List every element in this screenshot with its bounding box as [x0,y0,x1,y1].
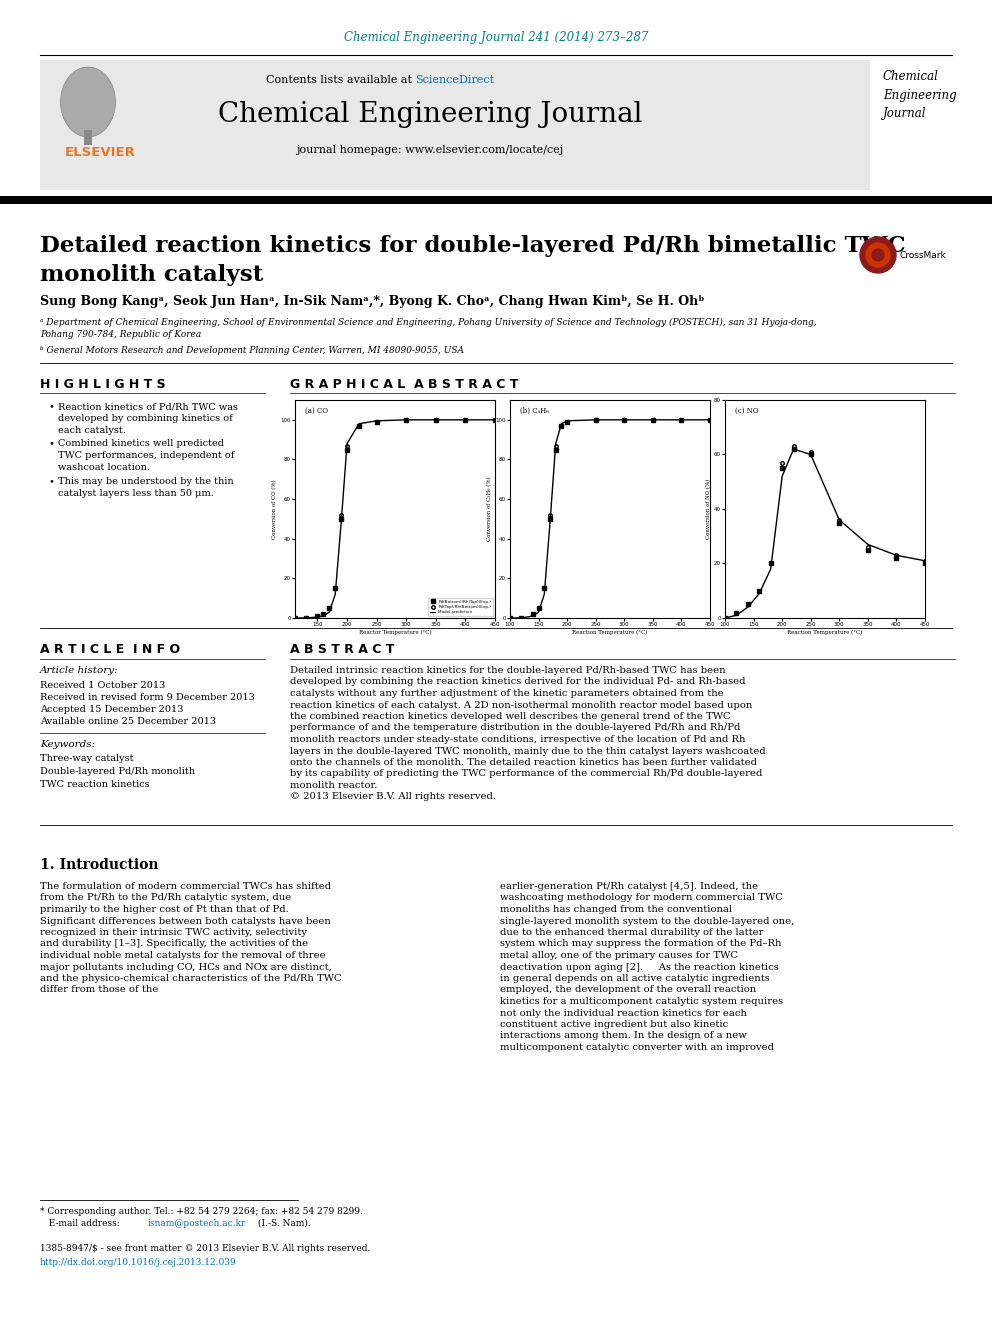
Bar [0,196,992,204]
Circle shape [860,237,896,273]
Text: Received 1 October 2013: Received 1 October 2013 [40,681,166,691]
Legend: Pd(Bottom)/Rh(Top)(Exp.), Pd(Top)/Rh(Bottom)(Exp.), Model prediction: Pd(Bottom)/Rh(Top)(Exp.), Pd(Top)/Rh(Bot… [429,598,493,617]
Text: journal homepage: www.elsevier.com/locate/cej: journal homepage: www.elsevier.com/locat… [297,146,563,155]
Text: in general depends on all active catalytic ingredients: in general depends on all active catalyt… [500,974,770,983]
Text: Detailed intrinsic reaction kinetics for the double-layered Pd/Rh-based TWC has : Detailed intrinsic reaction kinetics for… [290,665,725,675]
Circle shape [872,249,884,261]
Text: individual noble metal catalysts for the removal of three: individual noble metal catalysts for the… [40,951,325,960]
Text: Double-layered Pd/Rh monolith: Double-layered Pd/Rh monolith [40,767,195,777]
Text: and durability [1–3]. Specifically, the activities of the: and durability [1–3]. Specifically, the … [40,939,309,949]
Text: the combined reaction kinetics developed well describes the general trend of the: the combined reaction kinetics developed… [290,712,731,721]
Ellipse shape [61,67,115,138]
Text: from the Pt/Rh to the Pd/Rh catalytic system, due: from the Pt/Rh to the Pd/Rh catalytic sy… [40,893,292,902]
Text: Sung Bong Kangᵃ, Seok Jun Hanᵃ, In-Sik Namᵃ,*, Byong K. Choᵃ, Chang Hwan Kimᵇ, S: Sung Bong Kangᵃ, Seok Jun Hanᵃ, In-Sik N… [40,295,704,308]
Text: Article history:: Article history: [40,665,119,675]
Text: Chemical Engineering Journal: Chemical Engineering Journal [218,102,642,128]
Text: (b) C₃H₆: (b) C₃H₆ [520,406,549,414]
Y-axis label: Conversion of C₃H₆ (%): Conversion of C₃H₆ (%) [487,476,493,541]
Text: Keywords:: Keywords: [40,740,95,749]
Y-axis label: Conversion of NO (%): Conversion of NO (%) [706,479,711,540]
Text: Accepted 15 December 2013: Accepted 15 December 2013 [40,705,184,714]
X-axis label: Reaction Temperature (°C): Reaction Temperature (°C) [572,630,648,635]
Text: single-layered monolith system to the double-layered one,: single-layered monolith system to the do… [500,917,795,926]
Text: interactions among them. In the design of a new: interactions among them. In the design o… [500,1032,747,1040]
Text: ELSEVIER: ELSEVIER [65,146,136,159]
Text: differ from those of the: differ from those of the [40,986,159,995]
Text: recognized in their intrinsic TWC activity, selectivity: recognized in their intrinsic TWC activi… [40,927,307,937]
Text: constituent active ingredient but also kinetic: constituent active ingredient but also k… [500,1020,728,1029]
Text: •: • [48,402,54,411]
Text: system which may suppress the formation of the Pd–Rh: system which may suppress the formation … [500,939,782,949]
Bar [40,62,160,167]
Y-axis label: Conversion of CO (%): Conversion of CO (%) [273,479,278,538]
Text: due to the enhanced thermal durability of the latter: due to the enhanced thermal durability o… [500,927,764,937]
Text: Available online 25 December 2013: Available online 25 December 2013 [40,717,216,726]
Text: washcoating methodology for modern commercial TWC: washcoating methodology for modern comme… [500,893,783,902]
Bar [40,60,870,191]
Text: layers in the double-layered TWC monolith, mainly due to the thin catalyst layer: layers in the double-layered TWC monolit… [290,746,766,755]
Text: E-mail address:: E-mail address: [40,1218,123,1228]
Text: catalysts without any further adjustment of the kinetic parameters obtained from: catalysts without any further adjustment… [290,689,724,699]
Text: CrossMark: CrossMark [900,250,946,259]
Text: 1385-8947/$ - see front matter © 2013 Elsevier B.V. All rights reserved.: 1385-8947/$ - see front matter © 2013 El… [40,1244,370,1253]
Text: monoliths has changed from the conventional: monoliths has changed from the conventio… [500,905,732,914]
Text: H I G H L I G H T S: H I G H L I G H T S [40,378,166,392]
Bar [84,130,92,146]
Text: TWC reaction kinetics: TWC reaction kinetics [40,781,150,789]
Text: A B S T R A C T: A B S T R A C T [290,643,395,656]
Text: (a) CO: (a) CO [305,406,328,414]
Text: ScienceDirect: ScienceDirect [415,75,494,85]
Text: Contents lists available at: Contents lists available at [266,75,415,85]
Text: not only the individual reaction kinetics for each: not only the individual reaction kinetic… [500,1008,747,1017]
Text: monolith reactor.
© 2013 Elsevier B.V. All rights reserved.: monolith reactor. © 2013 Elsevier B.V. A… [290,781,496,802]
Text: * Corresponding author. Tel.: +82 54 279 2264; fax: +82 54 279 8299.: * Corresponding author. Tel.: +82 54 279… [40,1207,363,1216]
Text: Chemical
Engineering
Journal: Chemical Engineering Journal [883,70,956,119]
Text: ᵇ General Motors Research and Development Planning Center, Warren, MI 48090-9055: ᵇ General Motors Research and Developmen… [40,347,464,355]
Circle shape [866,243,890,267]
Text: performance of and the temperature distribution in the double-layered Pd/Rh and : performance of and the temperature distr… [290,724,740,733]
Text: major pollutants including CO, HCs and NOx are distinct,: major pollutants including CO, HCs and N… [40,963,332,971]
Text: primarily to the higher cost of Pt than that of Pd.: primarily to the higher cost of Pt than … [40,905,289,914]
Text: deactivation upon aging [2].     As the reaction kinetics: deactivation upon aging [2]. As the reac… [500,963,779,971]
Text: by its capability of predicting the TWC performance of the commercial Rh/Pd doub: by its capability of predicting the TWC … [290,770,763,778]
Text: (c) NO: (c) NO [735,406,759,414]
Text: A R T I C L E  I N F O: A R T I C L E I N F O [40,643,181,656]
Text: Combined kinetics well predicted
TWC performances, independent of
washcoat locat: Combined kinetics well predicted TWC per… [58,439,234,472]
Text: earlier-generation Pt/Rh catalyst [4,5]. Indeed, the: earlier-generation Pt/Rh catalyst [4,5].… [500,882,758,890]
Text: (I.-S. Nam).: (I.-S. Nam). [255,1218,310,1228]
Text: •: • [48,478,54,486]
Text: •: • [48,439,54,448]
Text: ᵃ Department of Chemical Engineering, School of Environmental Science and Engine: ᵃ Department of Chemical Engineering, Sc… [40,318,816,339]
Text: Detailed reaction kinetics for double-layered Pd/Rh bimetallic TWC
monolith cata: Detailed reaction kinetics for double-la… [40,235,906,286]
Text: isnam@postech.ac.kr: isnam@postech.ac.kr [148,1218,246,1228]
Text: The formulation of modern commercial TWCs has shifted: The formulation of modern commercial TWC… [40,882,331,890]
Text: metal alloy, one of the primary causes for TWC: metal alloy, one of the primary causes f… [500,951,738,960]
Text: 1. Introduction: 1. Introduction [40,859,159,872]
Text: This may be understood by the thin
catalyst layers less than 50 μm.: This may be understood by the thin catal… [58,478,234,497]
Text: G R A P H I C A L  A B S T R A C T: G R A P H I C A L A B S T R A C T [290,378,519,392]
Text: employed, the development of the overall reaction: employed, the development of the overall… [500,986,756,995]
Text: Three-way catalyst: Three-way catalyst [40,754,134,763]
X-axis label: Reaction Temperature (°C): Reaction Temperature (°C) [788,630,863,635]
Text: Reaction kinetics of Pd/Rh TWC was
developed by combining kinetics of
each catal: Reaction kinetics of Pd/Rh TWC was devel… [58,402,238,434]
Text: onto the channels of the monolith. The detailed reaction kinetics has been furth: onto the channels of the monolith. The d… [290,758,757,767]
Text: multicomponent catalytic converter with an improved: multicomponent catalytic converter with … [500,1043,774,1052]
Text: Chemical Engineering Journal 241 (2014) 273–287: Chemical Engineering Journal 241 (2014) … [344,32,648,45]
Text: and the physico-chemical characteristics of the Pd/Rh TWC: and the physico-chemical characteristics… [40,974,341,983]
Text: Received in revised form 9 December 2013: Received in revised form 9 December 2013 [40,693,255,703]
X-axis label: Reactor Temperature (°C): Reactor Temperature (°C) [359,630,432,635]
Text: Significant differences between both catalysts have been: Significant differences between both cat… [40,917,331,926]
Text: reaction kinetics of each catalyst. A 2D non-isothermal monolith reactor model b: reaction kinetics of each catalyst. A 2D… [290,700,752,709]
Text: kinetics for a multicomponent catalytic system requires: kinetics for a multicomponent catalytic … [500,998,783,1005]
Text: monolith reactors under steady-state conditions, irrespective of the location of: monolith reactors under steady-state con… [290,736,746,744]
Text: http://dx.doi.org/10.1016/j.cej.2013.12.039: http://dx.doi.org/10.1016/j.cej.2013.12.… [40,1258,237,1267]
Text: developed by combining the reaction kinetics derived for the individual Pd- and : developed by combining the reaction kine… [290,677,746,687]
